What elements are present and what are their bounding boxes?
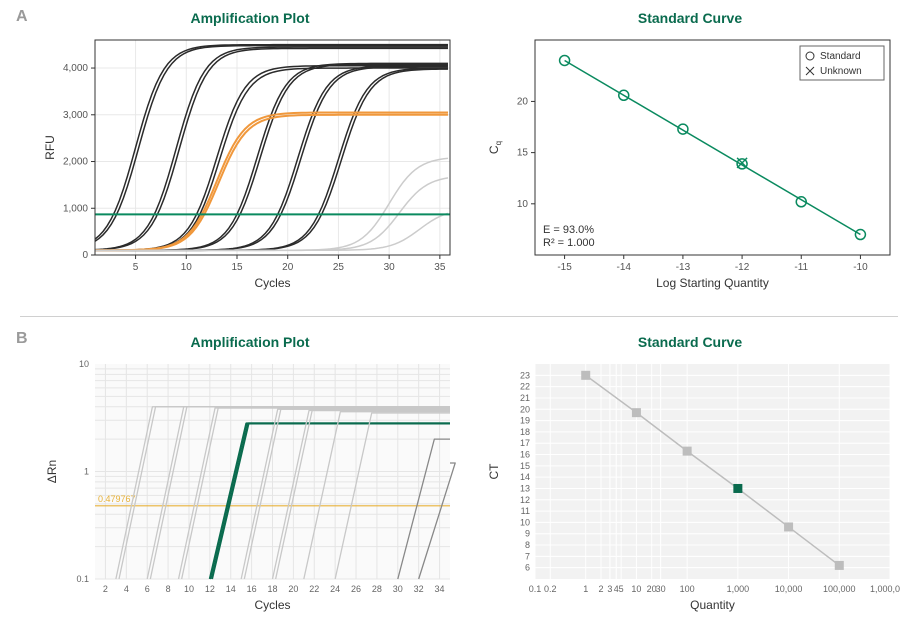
- svg-text:0.1: 0.1: [76, 574, 89, 584]
- svg-text:0.479767: 0.479767: [98, 494, 136, 504]
- svg-text:26: 26: [351, 584, 361, 594]
- svg-text:14: 14: [520, 472, 530, 482]
- svg-text:3: 3: [607, 584, 612, 594]
- svg-text:1: 1: [84, 467, 89, 477]
- svg-text:100,000: 100,000: [823, 584, 856, 594]
- svg-text:9: 9: [525, 529, 530, 539]
- chart-a-amplification: 0 1,000 2,000 3,000 4,000 5 10 15 20 25 30 35 Cycles…: [40, 30, 460, 300]
- svg-text:10: 10: [184, 584, 194, 594]
- title-a-std: Standard Curve: [490, 10, 890, 26]
- panel-label-b: B: [16, 330, 28, 348]
- svg-text:Cycles: Cycles: [254, 276, 290, 290]
- svg-text:8: 8: [525, 540, 530, 550]
- svg-text:-12: -12: [735, 262, 750, 273]
- svg-text:10,000: 10,000: [775, 584, 803, 594]
- svg-text:20: 20: [288, 584, 298, 594]
- svg-text:15: 15: [231, 262, 243, 273]
- svg-text:30: 30: [393, 584, 403, 594]
- svg-text:22: 22: [309, 584, 319, 594]
- svg-text:-15: -15: [557, 262, 572, 273]
- svg-text:1,000,000: 1,000,000: [870, 584, 900, 594]
- svg-text:13: 13: [520, 483, 530, 493]
- svg-text:2: 2: [598, 584, 603, 594]
- svg-text:10: 10: [517, 199, 529, 210]
- svg-text:12: 12: [520, 495, 530, 505]
- svg-text:-11: -11: [794, 262, 808, 273]
- svg-text:10: 10: [79, 359, 89, 369]
- svg-text:8: 8: [166, 584, 171, 594]
- svg-text:Standard: Standard: [820, 51, 861, 62]
- svg-text:32: 32: [414, 584, 424, 594]
- svg-text:6: 6: [145, 584, 150, 594]
- svg-text:E = 93.0%: E = 93.0%: [543, 224, 594, 236]
- svg-text:1: 1: [583, 584, 588, 594]
- svg-text:18: 18: [520, 427, 530, 437]
- svg-text:24: 24: [330, 584, 340, 594]
- svg-text:16: 16: [520, 450, 530, 460]
- svg-text:Cq: Cq: [487, 141, 503, 154]
- svg-text:-10: -10: [853, 262, 868, 273]
- svg-text:30: 30: [656, 584, 666, 594]
- svg-text:ΔRn: ΔRn: [45, 460, 59, 483]
- svg-text:Quantity: Quantity: [690, 598, 735, 612]
- svg-text:RFU: RFU: [43, 135, 57, 160]
- svg-text:2,000: 2,000: [63, 157, 88, 168]
- svg-text:1,000: 1,000: [63, 203, 88, 214]
- svg-text:19: 19: [520, 416, 530, 426]
- svg-text:17: 17: [520, 438, 530, 448]
- svg-text:22: 22: [520, 382, 530, 392]
- svg-text:25: 25: [333, 262, 345, 273]
- svg-text:34: 34: [435, 584, 445, 594]
- svg-text:28: 28: [372, 584, 382, 594]
- svg-text:5: 5: [133, 262, 139, 273]
- svg-text:4,000: 4,000: [63, 63, 88, 74]
- svg-text:10: 10: [181, 262, 193, 273]
- svg-text:20: 20: [520, 404, 530, 414]
- svg-text:7: 7: [525, 551, 530, 561]
- svg-text:12: 12: [205, 584, 215, 594]
- svg-text:0: 0: [82, 250, 88, 261]
- svg-text:35: 35: [434, 262, 446, 273]
- chart-b-amplification: 2468101214161820222426283032340.11100.47…: [40, 354, 460, 624]
- svg-text:100: 100: [680, 584, 695, 594]
- svg-text:20: 20: [517, 96, 529, 107]
- svg-text:16: 16: [247, 584, 257, 594]
- svg-text:6: 6: [525, 563, 530, 573]
- svg-text:1,000: 1,000: [727, 584, 750, 594]
- svg-text:4: 4: [124, 584, 129, 594]
- svg-text:15: 15: [517, 148, 529, 159]
- svg-text:Log Starting Quantity: Log Starting Quantity: [656, 276, 769, 290]
- svg-text:20: 20: [282, 262, 294, 273]
- panel-label-a: A: [16, 8, 28, 26]
- svg-text:5: 5: [619, 584, 624, 594]
- svg-text:11: 11: [521, 506, 530, 516]
- svg-text:0.2: 0.2: [544, 584, 557, 594]
- svg-text:2: 2: [103, 584, 108, 594]
- svg-text:0.1: 0.1: [529, 584, 542, 594]
- title-a-amp: Amplification Plot: [50, 10, 450, 26]
- title-b-std: Standard Curve: [490, 334, 890, 350]
- svg-text:18: 18: [267, 584, 277, 594]
- svg-text:-14: -14: [617, 262, 632, 273]
- svg-text:15: 15: [520, 461, 530, 471]
- chart-a-standard-curve: 10 15 20 -15 -14 -13 -12 -11 -10 Standard Unknown E…: [480, 30, 900, 300]
- svg-text:14: 14: [226, 584, 236, 594]
- chart-b-standard-curve: 678910111213141516171819202122230.111010…: [480, 354, 900, 624]
- svg-text:Unknown: Unknown: [820, 66, 862, 77]
- panel-separator: [20, 316, 898, 317]
- svg-text:3,000: 3,000: [63, 110, 88, 121]
- svg-text:10: 10: [520, 517, 530, 527]
- svg-text:R² = 1.000: R² = 1.000: [543, 237, 595, 249]
- svg-text:23: 23: [520, 370, 530, 380]
- svg-text:30: 30: [384, 262, 396, 273]
- svg-text:CT: CT: [487, 463, 501, 480]
- svg-text:21: 21: [520, 393, 530, 403]
- svg-text:Cycles: Cycles: [254, 598, 290, 612]
- title-b-amp: Amplification Plot: [50, 334, 450, 350]
- svg-text:10: 10: [631, 584, 641, 594]
- svg-text:-13: -13: [676, 262, 691, 273]
